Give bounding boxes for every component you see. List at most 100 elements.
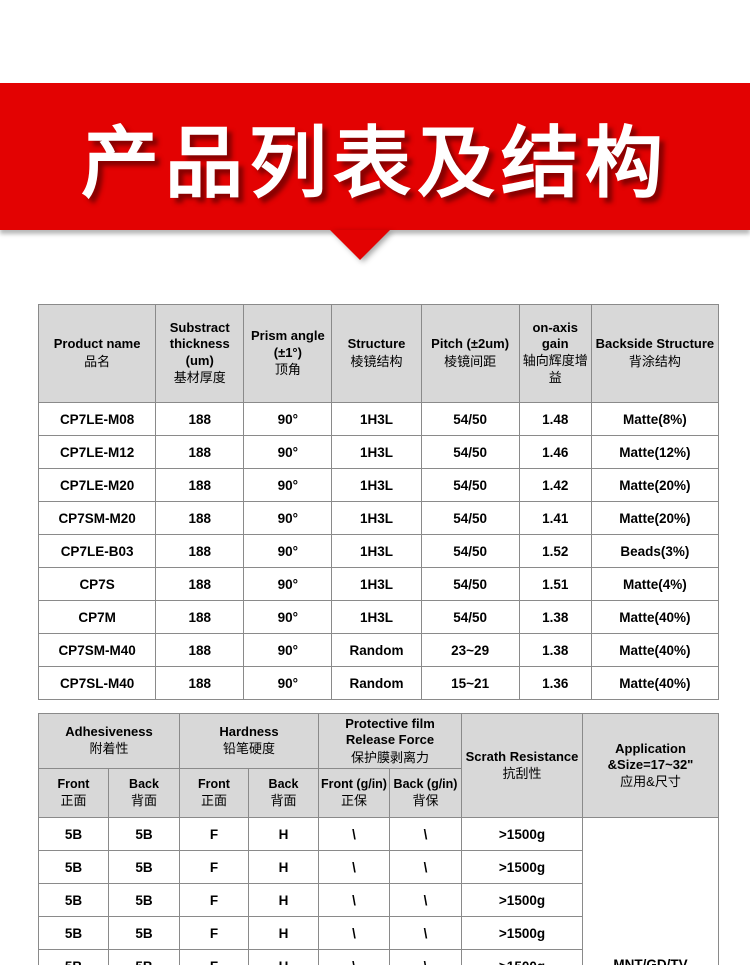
table-cell: \: [318, 916, 390, 951]
header-label: Prism angle (±1°): [251, 328, 325, 360]
table-cell: 5B: [38, 916, 109, 951]
header-prism-angle: Prism angle (±1°) 顶角: [243, 304, 333, 403]
header-label: Application &Size=17~32": [607, 740, 694, 772]
header-label: Scrath Resistance: [465, 748, 579, 764]
table-cell: 1H3L: [331, 600, 422, 634]
header-label-zh: 品名: [84, 353, 111, 369]
table-cell: H: [248, 916, 319, 951]
header-label: Front (g/in): [321, 776, 387, 791]
header-label: Adhesiveness: [65, 724, 153, 740]
table-cell: >1500g: [461, 850, 584, 885]
table-cell: 90°: [243, 534, 333, 568]
table-cell: Matte(40%): [590, 666, 720, 700]
table-cell: 188: [155, 402, 245, 436]
table-cell: Matte(40%): [590, 600, 720, 634]
table-cell: 54/50: [420, 534, 520, 568]
properties-table: Adhesiveness 附着性 Hardness 铅笔硬度 Protectiv…: [38, 712, 720, 965]
table-cell: 54/50: [420, 435, 520, 469]
table-cell: CP7SL-M40: [37, 666, 157, 700]
table-cell: F: [179, 916, 249, 951]
table-cell: 188: [155, 600, 245, 634]
table-cell: CP7SM-M20: [37, 501, 157, 535]
table-cell: CP7S: [37, 567, 157, 601]
table-cell: 90°: [243, 468, 333, 502]
table-cell: 90°: [243, 402, 333, 436]
table2-group-header-row: Adhesiveness 附着性 Hardness 铅笔硬度 Protectiv…: [38, 712, 720, 819]
header-label: Back (g/in): [393, 776, 458, 791]
table2-body: 5B 5B F H \ \ >1500g MNT/GD/TV 5B 5B F H \ \ >1500g 5B 5…: [38, 817, 720, 965]
table-cell: 54/50: [420, 567, 520, 601]
table-cell: Matte(8%): [590, 402, 720, 436]
header-hardness: Hardness 铅笔硬度: [179, 712, 319, 770]
header-label-zh: 背面: [270, 793, 297, 809]
table-cell: 1H3L: [331, 402, 422, 436]
table-cell: Matte(40%): [590, 633, 720, 667]
table-cell: 1.42: [518, 468, 592, 502]
table-cell: 1.52: [518, 534, 592, 568]
table-cell: 54/50: [420, 600, 520, 634]
header-label: Structure: [347, 336, 406, 352]
table-cell: 15~21: [420, 666, 520, 700]
header-on-axis-gain: on-axis gain 轴向辉度增益: [518, 304, 592, 403]
header-label-zh: 棱镜间距: [444, 353, 497, 369]
header-label-zh: 背涂结构: [628, 353, 681, 369]
header-label-zh: 背面: [130, 793, 157, 809]
table-cell: 188: [155, 567, 245, 601]
table-row: CP7LE-M08 188 90° 1H3L 54/50 1.48 Matte(8%): [37, 402, 720, 436]
table-cell: 5B: [38, 850, 109, 885]
header-label-zh: 铅笔硬度: [222, 741, 275, 757]
header-label: Pitch (±2um): [431, 336, 510, 352]
table-cell: 1H3L: [331, 534, 422, 568]
title-banner: 产品列表及结构: [0, 83, 750, 230]
table-cell: CP7LE-M08: [37, 402, 157, 436]
table-cell: Beads(3%): [590, 534, 720, 568]
table-cell: Matte(4%): [590, 567, 720, 601]
table-cell: 90°: [243, 666, 333, 700]
subheader-adhesiveness-front: Front 正面: [38, 768, 109, 819]
table-cell: H: [248, 817, 319, 852]
product-spec-table: Product name 品名 Substract thickness (um)…: [37, 304, 720, 700]
header-backside-structure: Backside Structure 背涂结构: [590, 304, 720, 403]
table-cell: 1.48: [518, 402, 592, 436]
header-label-zh: 背保: [412, 793, 439, 809]
header-label-zh: 应用&尺寸: [620, 774, 681, 789]
table-row: CP7M 188 90° 1H3L 54/50 1.38 Matte(40%): [37, 600, 720, 634]
table-cell: 1H3L: [331, 567, 422, 601]
table-cell: \: [388, 817, 463, 852]
header-substract-thickness: Substract thickness (um) 基材厚度: [155, 304, 245, 403]
table-cell: 5B: [38, 949, 109, 965]
table-cell: 5B: [108, 949, 180, 965]
table-cell: 1.38: [518, 633, 592, 667]
table-cell: 1H3L: [331, 468, 422, 502]
header-label-zh: 正保: [340, 793, 367, 809]
table-cell: H: [248, 850, 319, 885]
table-cell: 5B: [38, 817, 109, 852]
table-cell: 188: [155, 666, 245, 700]
table-row: CP7LE-M12 188 90° 1H3L 54/50 1.46 Matte(12%): [37, 435, 720, 469]
table-cell: CP7SM-M40: [37, 633, 157, 667]
table-cell: CP7LE-M20: [37, 468, 157, 502]
table-cell: F: [179, 883, 249, 918]
header-label: Product name: [53, 336, 141, 352]
table-cell: H: [248, 949, 319, 965]
table-cell: >1500g: [461, 817, 584, 852]
table-cell: 1.36: [518, 666, 592, 700]
table-cell: 188: [155, 534, 245, 568]
table1-header-row: Product name 品名 Substract thickness (um)…: [37, 304, 720, 403]
application-cell: MNT/GD/TV: [582, 817, 720, 965]
table-cell: 90°: [243, 600, 333, 634]
header-label-zh: 顶角: [274, 361, 301, 377]
table-cell: \: [388, 883, 463, 918]
page-title: 产品列表及结构: [80, 118, 669, 207]
table-cell: 5B: [108, 850, 180, 885]
table-cell: Matte(12%): [590, 435, 720, 469]
table-cell: Random: [331, 633, 422, 667]
table-cell: \: [318, 883, 390, 918]
header-label-zh: 抗刮性: [502, 765, 542, 781]
table-cell: 5B: [38, 883, 109, 918]
header-label: Backside Structure: [595, 336, 715, 352]
